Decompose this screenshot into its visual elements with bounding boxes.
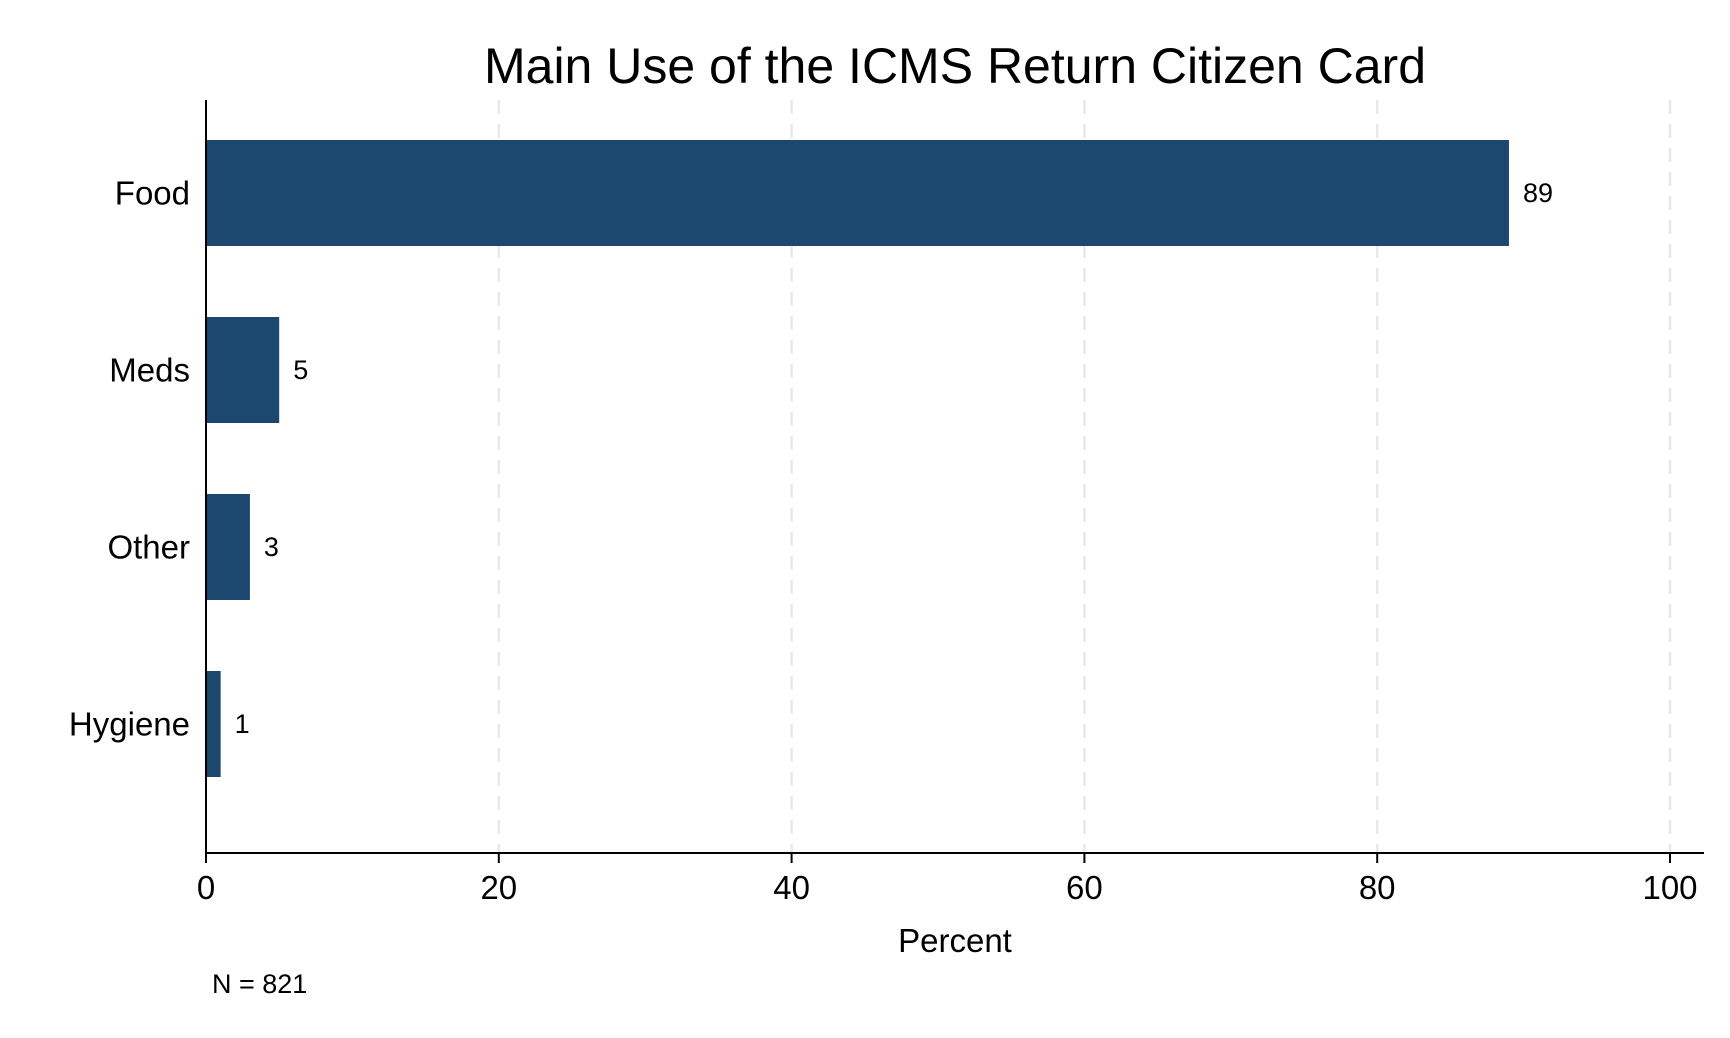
- axes: [205, 100, 1704, 863]
- category-label-food: Food: [115, 175, 190, 212]
- bars: [206, 140, 1509, 777]
- x-tick-label-80: 80: [1359, 869, 1396, 906]
- value-label-other: 3: [264, 532, 279, 562]
- value-label-food: 89: [1523, 178, 1553, 208]
- x-tick-label-0: 0: [197, 869, 215, 906]
- x-tick-label-40: 40: [773, 869, 810, 906]
- x-tick-label-100: 100: [1642, 869, 1697, 906]
- bar-other: [206, 494, 250, 600]
- category-label-hygiene: Hygiene: [69, 706, 190, 743]
- sample-size-note: N = 821: [212, 969, 307, 999]
- bar-hygiene: [206, 671, 221, 777]
- x-axis-title: Percent: [898, 922, 1012, 959]
- bar-meds: [206, 317, 280, 423]
- bar-food: [206, 140, 1509, 246]
- x-tick-label-20: 20: [480, 869, 517, 906]
- x-tick-label-60: 60: [1066, 869, 1103, 906]
- value-label-meds: 5: [293, 355, 308, 385]
- category-label-meds: Meds: [109, 352, 190, 389]
- chart-title: Main Use of the ICMS Return Citizen Card: [484, 38, 1426, 94]
- labels: 89 Food 5 Meds 3 Other 1 Hygiene 0 20 40 60 80 100: [69, 175, 1698, 907]
- category-label-other: Other: [107, 529, 190, 566]
- value-label-hygiene: 1: [235, 709, 250, 739]
